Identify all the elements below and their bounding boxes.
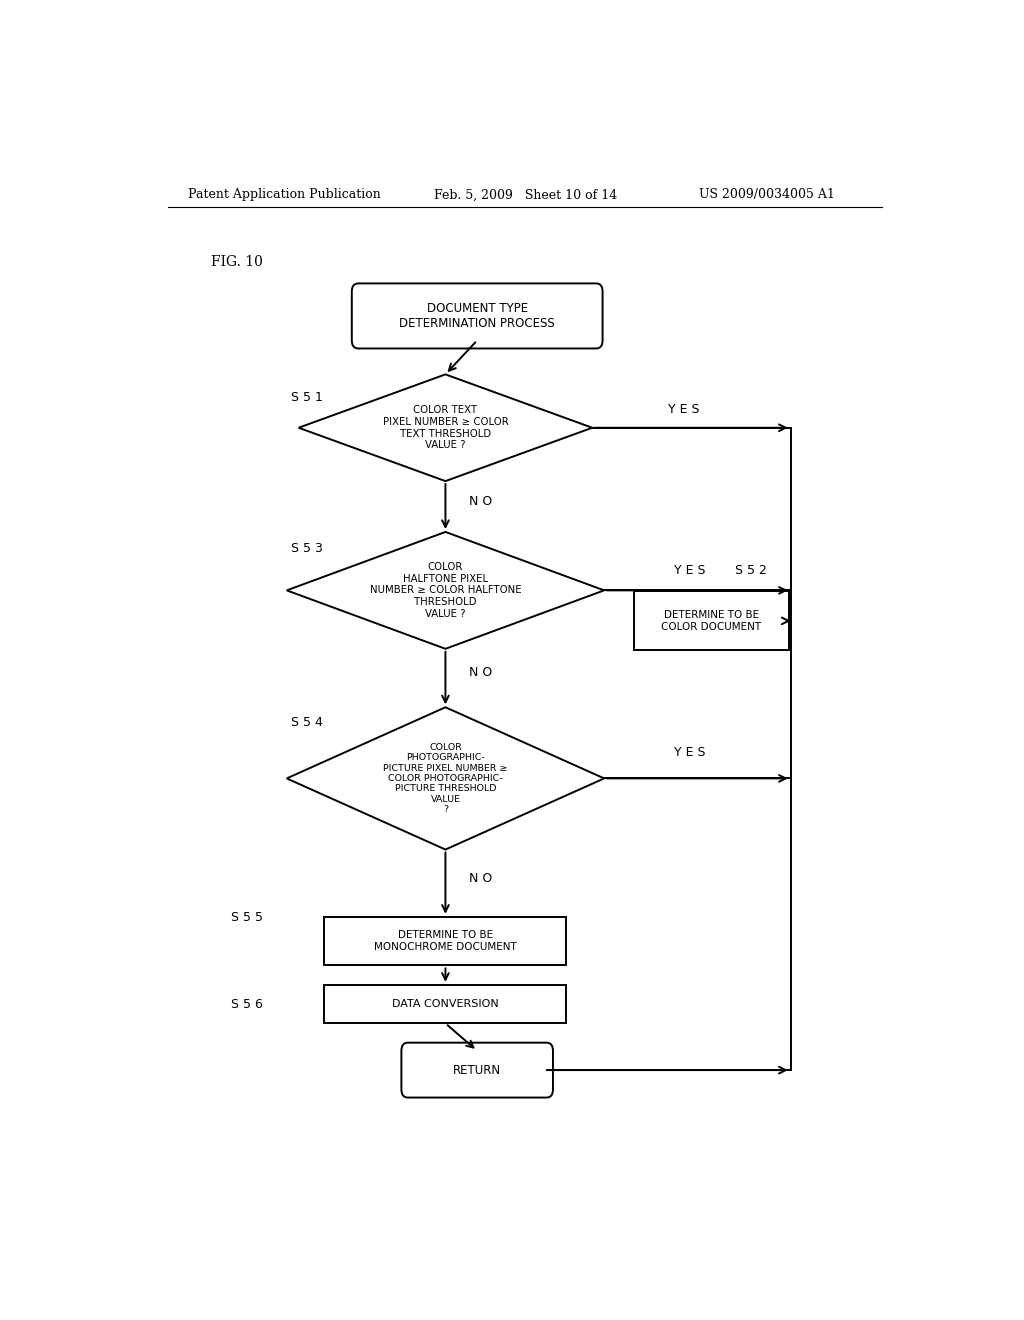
Text: N O: N O xyxy=(469,495,493,508)
Text: RETURN: RETURN xyxy=(454,1064,501,1077)
Text: DETERMINE TO BE
MONOCHROME DOCUMENT: DETERMINE TO BE MONOCHROME DOCUMENT xyxy=(374,931,517,952)
Text: S 5 5: S 5 5 xyxy=(231,911,263,924)
Text: Y E S: Y E S xyxy=(668,403,699,416)
Text: FIG. 10: FIG. 10 xyxy=(211,255,263,269)
FancyBboxPatch shape xyxy=(352,284,602,348)
Text: COLOR TEXT
PIXEL NUMBER ≥ COLOR
TEXT THRESHOLD
VALUE ?: COLOR TEXT PIXEL NUMBER ≥ COLOR TEXT THR… xyxy=(383,405,508,450)
Text: S 5 3: S 5 3 xyxy=(291,543,323,556)
Text: COLOR
HALFTONE PIXEL
NUMBER ≥ COLOR HALFTONE
THRESHOLD
VALUE ?: COLOR HALFTONE PIXEL NUMBER ≥ COLOR HALF… xyxy=(370,562,521,619)
Bar xyxy=(325,916,566,965)
Text: DOCUMENT TYPE
DETERMINATION PROCESS: DOCUMENT TYPE DETERMINATION PROCESS xyxy=(399,302,555,330)
Text: DATA CONVERSION: DATA CONVERSION xyxy=(392,999,499,1008)
Text: N O: N O xyxy=(469,667,493,680)
Bar xyxy=(325,985,566,1023)
Polygon shape xyxy=(287,532,604,649)
Bar xyxy=(634,591,788,651)
Text: S 5 2: S 5 2 xyxy=(735,564,767,577)
Polygon shape xyxy=(287,708,604,850)
Text: N O: N O xyxy=(469,871,493,884)
FancyBboxPatch shape xyxy=(401,1043,553,1097)
Polygon shape xyxy=(299,375,592,480)
Text: S 5 1: S 5 1 xyxy=(291,391,323,404)
Text: DETERMINE TO BE
COLOR DOCUMENT: DETERMINE TO BE COLOR DOCUMENT xyxy=(662,610,762,632)
Text: Feb. 5, 2009   Sheet 10 of 14: Feb. 5, 2009 Sheet 10 of 14 xyxy=(433,189,616,202)
Text: Y E S: Y E S xyxy=(674,747,706,759)
Text: US 2009/0034005 A1: US 2009/0034005 A1 xyxy=(699,189,836,202)
Text: COLOR
PHOTOGRAPHIC-
PICTURE PIXEL NUMBER ≥
COLOR PHOTOGRAPHIC-
PICTURE THRESHOLD: COLOR PHOTOGRAPHIC- PICTURE PIXEL NUMBER… xyxy=(383,743,508,814)
Text: S 5 4: S 5 4 xyxy=(291,715,323,729)
Text: S 5 6: S 5 6 xyxy=(231,998,263,1011)
Text: Patent Application Publication: Patent Application Publication xyxy=(187,189,380,202)
Text: Y E S: Y E S xyxy=(674,564,706,577)
